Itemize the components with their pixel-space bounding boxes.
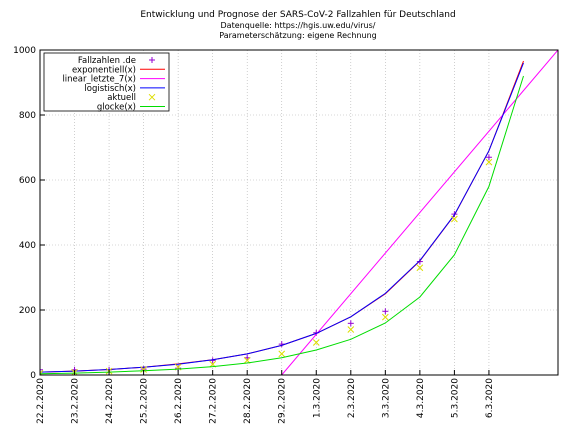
x-tick-label: 29.2.2020 xyxy=(278,378,288,424)
data-point-mark-b xyxy=(485,158,493,166)
series-4 xyxy=(40,158,493,375)
x-tick-label: 26.2.2020 xyxy=(174,378,184,424)
y-tick-label: 1000 xyxy=(13,46,36,56)
y-tick-label: 600 xyxy=(19,176,36,186)
x-tick-label: 28.2.2020 xyxy=(243,378,253,424)
legend-swatch xyxy=(149,57,155,63)
data-point xyxy=(278,350,286,358)
y-tick-label: 800 xyxy=(19,111,36,121)
series-line xyxy=(40,62,524,373)
legend-label: Fallzahlen .de xyxy=(78,56,136,66)
data-point xyxy=(347,320,354,327)
series-3 xyxy=(40,62,524,373)
series-line xyxy=(281,50,558,375)
legend-label: logistisch(x) xyxy=(84,84,136,94)
y-tick-label: 200 xyxy=(19,306,36,316)
x-tick-label: 23.2.2020 xyxy=(71,378,81,424)
data-point-mark-b xyxy=(381,313,389,321)
legend-label: glocke(x) xyxy=(97,103,136,113)
legend-label: exponentiell(x) xyxy=(72,65,136,75)
series-2 xyxy=(281,50,558,375)
data-point-mark-b xyxy=(451,215,458,223)
data-point-mark-b xyxy=(347,326,355,333)
data-point xyxy=(40,370,44,375)
x-tick-label: 2.3.2020 xyxy=(347,378,357,418)
data-point xyxy=(382,308,389,315)
legend-marker-b xyxy=(148,93,156,101)
y-tick-label: 0 xyxy=(30,371,36,381)
series-layer xyxy=(40,50,558,375)
series-0 xyxy=(40,154,492,373)
series-5 xyxy=(40,75,524,375)
data-point-mark-b xyxy=(243,357,251,364)
x-tick-label: 1.3.2020 xyxy=(312,378,322,418)
x-tick-label: 5.3.2020 xyxy=(450,378,460,418)
data-point xyxy=(381,313,389,321)
data-point xyxy=(485,154,492,161)
x-tick-label: 27.2.2020 xyxy=(209,378,219,424)
data-point-mark-b xyxy=(416,264,424,272)
legend-label: linear_letzte_7(x) xyxy=(62,75,136,85)
data-point xyxy=(416,264,424,272)
data-point xyxy=(312,339,320,346)
legend: Fallzahlen .deexponentiell(x)linear_letz… xyxy=(43,52,170,113)
x-tick-label: 6.3.2020 xyxy=(485,378,495,418)
x-tick-label: 4.3.2020 xyxy=(416,378,426,418)
data-point-mark-b xyxy=(40,370,44,375)
data-point-mark-b xyxy=(312,339,320,346)
series-line xyxy=(40,75,524,375)
data-point xyxy=(40,366,43,373)
data-point xyxy=(347,326,355,333)
x-tick-label: 25.2.2020 xyxy=(140,378,150,424)
data-point-mark-b xyxy=(140,366,147,373)
chart-subtitle-line-1: Datenquelle: https://hgis.uw.edu/virus/ xyxy=(221,21,376,30)
data-point xyxy=(451,215,458,223)
data-point-mark-b xyxy=(278,350,286,358)
plot-frame xyxy=(39,49,559,376)
data-point xyxy=(278,341,285,348)
x-tick-label: 3.3.2020 xyxy=(381,378,391,418)
legend-swatch xyxy=(148,93,156,101)
chart-subtitle-line-2: Parameterschätzung: eigene Rechnung xyxy=(219,31,377,40)
y-tick-label: 400 xyxy=(19,241,36,251)
x-tick-label: 22.2.2020 xyxy=(36,378,46,424)
chart-title: Entwicklung und Prognose der SARS-CoV-2 … xyxy=(140,10,455,20)
axis-layer: 0 200 400 600 800 1000 22.2.2020 23.2.2020 24.2.… xyxy=(13,46,495,424)
legend-label: aktuell xyxy=(107,93,136,103)
x-tick-label: 24.2.2020 xyxy=(105,378,115,424)
data-point xyxy=(140,366,147,373)
legend-box xyxy=(43,52,170,112)
data-point xyxy=(485,158,493,166)
